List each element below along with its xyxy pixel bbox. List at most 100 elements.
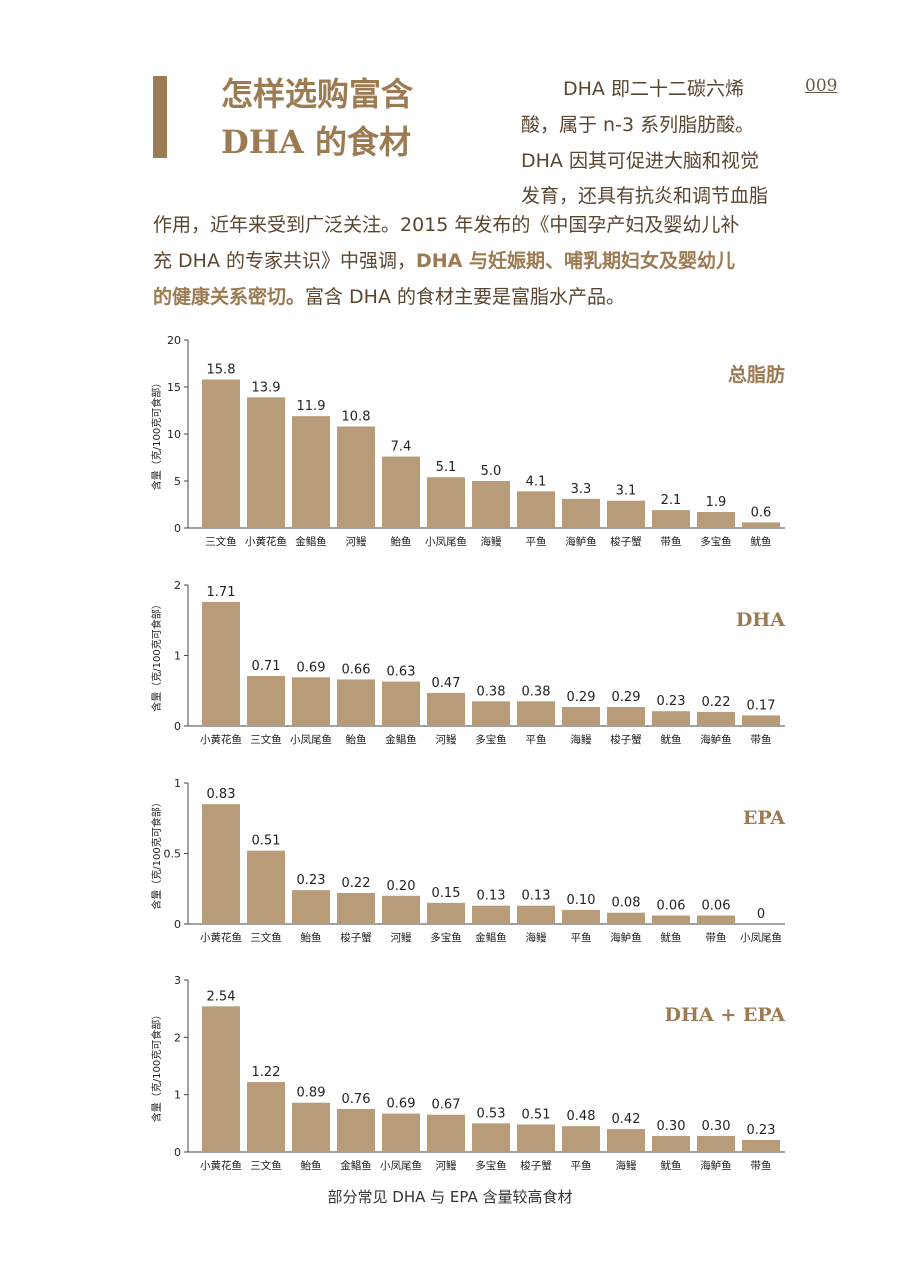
- chart-1-category-label: 梭子蟹: [610, 535, 642, 548]
- chart-2-bar: [742, 715, 780, 726]
- chart-4-y-tick-label: 3: [174, 974, 181, 987]
- chart-1-bar: [382, 456, 420, 528]
- chart-2-y-axis-label: 含量（克/100克可食部）: [150, 599, 163, 711]
- chart-3-data-label: 0: [757, 907, 765, 922]
- chart-1-data-label: 4.1: [526, 474, 547, 489]
- chart-4-data-label: 0.67: [432, 1098, 461, 1113]
- chart-4-bar: [427, 1114, 465, 1152]
- chart-4-bar: [652, 1135, 690, 1152]
- chart-4-data-label: 0.48: [567, 1109, 596, 1124]
- chart-2-data-label: 0.66: [342, 662, 371, 677]
- chart-2-data-label: 1.71: [207, 585, 236, 600]
- chart-4-category-label: 梭子蟹: [520, 1159, 552, 1172]
- chart-3-data-label: 0.06: [657, 899, 686, 914]
- chart-4-data-label: 0.76: [342, 1092, 371, 1107]
- chart-4-bar: [562, 1126, 600, 1152]
- chart-4-data-label: 0.89: [297, 1086, 326, 1101]
- chart-1-category-label: 河鳗: [346, 535, 367, 548]
- chart-4-y-tick-label: 2: [174, 1031, 181, 1044]
- chart-3-bar: [697, 915, 735, 924]
- chart-4-data-label: 0.51: [522, 1107, 551, 1122]
- chart-1-bar: [517, 491, 555, 528]
- intro-line-7: 的健康关系密切。富含 DHA 的食材主要是富脂水产品。: [153, 282, 625, 309]
- chart-4-category-label: 鲐鱼: [301, 1159, 322, 1172]
- chart-4-category-label: 小黄花鱼: [200, 1159, 242, 1172]
- chart-1-data-label: 13.9: [252, 380, 281, 395]
- chart-1-data-label: 7.4: [391, 440, 412, 455]
- chart-4-category-label: 多宝鱼: [475, 1159, 507, 1172]
- chart-1-bar: [697, 512, 735, 528]
- chart-4-bar: [382, 1113, 420, 1152]
- chart-2-data-label: 0.29: [612, 690, 641, 705]
- intro-line-3: DHA 因其可促进大脑和视觉: [521, 150, 759, 172]
- page-number: 009: [805, 76, 838, 96]
- chart-2-y-tick-label: 1: [174, 650, 181, 663]
- chart-2-bar: [247, 675, 285, 726]
- intro-bold-1: DHA 与妊娠期、哺乳期妇女及婴幼儿: [416, 250, 735, 272]
- chart-1-y-tick-label: 15: [167, 381, 181, 394]
- chart-1-bar: [607, 500, 645, 528]
- chart-1-category-label: 鲐鱼: [391, 535, 412, 548]
- chart-2-category-label: 鱿鱼: [661, 733, 682, 746]
- chart-2-y-tick-label: 0: [174, 720, 181, 733]
- chart-4-y-tick-label: 1: [174, 1089, 181, 1102]
- chart-1-category-label: 海鲈鱼: [565, 535, 597, 548]
- chart-3-category-label: 梭子蟹: [340, 931, 372, 944]
- chart-2-data-label: 0.29: [567, 690, 596, 705]
- chart-1-y-tick-label: 20: [167, 334, 181, 347]
- chart-3-data-label: 0.15: [432, 886, 461, 901]
- chart-1-bar: [247, 397, 285, 528]
- chart-1-data-label: 3.1: [616, 484, 637, 499]
- chart-4-bar: [292, 1102, 330, 1152]
- chart-2-category-label: 鲐鱼: [346, 733, 367, 746]
- chart-3-category-label: 金鲳鱼: [475, 931, 507, 944]
- chart-4-category-label: 金鲳鱼: [340, 1159, 372, 1172]
- chart-4-bar: [697, 1135, 735, 1152]
- chart-3-category-label: 鲐鱼: [301, 931, 322, 944]
- chart-2-data-label: 0.63: [387, 665, 416, 680]
- title-line-2: DHA 的食材: [221, 123, 411, 161]
- chart-4-data-label: 0.53: [477, 1106, 506, 1121]
- chart-1-bar: [337, 426, 375, 528]
- chart-1-category-label: 海鳗: [481, 535, 502, 548]
- chart-2-category-label: 小凤尾鱼: [290, 733, 332, 746]
- chart-4-data-label: 0.30: [702, 1119, 731, 1134]
- chart-2-data-label: 0.22: [702, 695, 731, 710]
- chart-4-category-label: 海鲈鱼: [700, 1159, 732, 1172]
- chart-3-category-label: 海鳗: [526, 931, 547, 944]
- chart-4-bar: [517, 1124, 555, 1152]
- title-line-1: 怎样选购富含: [221, 75, 414, 113]
- intro-line-2: 酸，属于 n-3 系列脂肪酸。: [521, 114, 755, 136]
- chart-3-category-label: 小黄花鱼: [200, 931, 242, 944]
- chart-4-bar: [247, 1082, 285, 1152]
- chart-2-y-tick-label: 2: [174, 579, 181, 592]
- chart-1-bar: [427, 477, 465, 528]
- chart-3-series-title: EPA: [743, 807, 785, 829]
- chart-3-bar: [202, 804, 240, 924]
- figure-caption: 部分常见 DHA 与 EPA 含量较高食材: [327, 1188, 573, 1206]
- chart-4-category-label: 海鳗: [616, 1159, 637, 1172]
- chart-2-category-label: 三文鱼: [250, 733, 282, 746]
- chart-4-data-label: 0.42: [612, 1112, 641, 1127]
- chart-1-category-label: 多宝鱼: [700, 535, 732, 548]
- chart-4-category-label: 鱿鱼: [661, 1159, 682, 1172]
- chart-1-y-tick-label: 5: [174, 475, 181, 488]
- chart-2-bar: [337, 679, 375, 726]
- page-title: 怎样选购富含 DHA 的食材: [221, 70, 481, 166]
- chart-2-bar: [562, 706, 600, 726]
- chart-4-category-label: 带鱼: [751, 1159, 772, 1172]
- intro-line-5: 作用，近年来受到广泛关注。2015 年发布的《中国孕产妇及婴幼儿补: [153, 214, 740, 236]
- chart-4-bar: [742, 1139, 780, 1152]
- chart-2-bar: [607, 706, 645, 726]
- chart-4-category-label: 河鳗: [436, 1159, 457, 1172]
- chart-1-category-label: 小黄花鱼: [245, 535, 287, 548]
- chart-3-bar: [292, 890, 330, 924]
- chart-4-category-label: 平鱼: [571, 1159, 592, 1172]
- chart-4-category-label: 小凤尾鱼: [380, 1159, 422, 1172]
- chart-3-y-tick-label: 1: [174, 777, 181, 790]
- chart-4-bar: [607, 1129, 645, 1152]
- chart-2-category-label: 河鳗: [436, 733, 457, 746]
- chart-3-category-label: 小凤尾鱼: [740, 931, 782, 944]
- chart-1-category-label: 带鱼: [661, 535, 682, 548]
